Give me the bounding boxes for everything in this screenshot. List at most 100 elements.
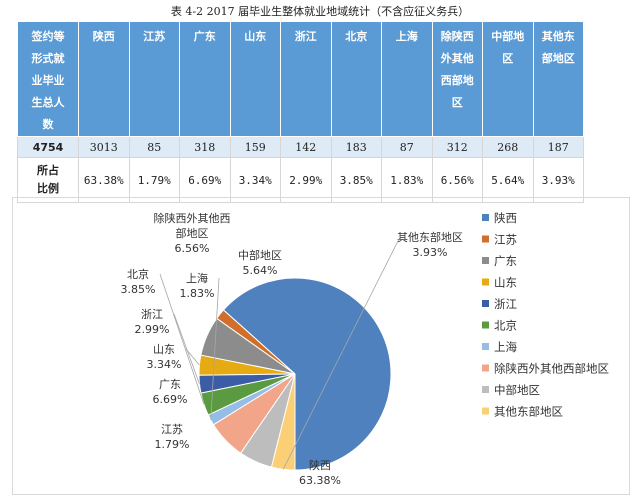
cell-text: 区: [451, 96, 463, 109]
percent-cell: 5.64%: [482, 157, 534, 203]
percent-cell: 2.99%: [280, 157, 332, 203]
legend-swatch: [482, 300, 489, 307]
legend-swatch: [482, 407, 489, 415]
legend-entry: 北京: [494, 319, 517, 333]
legend-entry: 除陕西外其他西部地区: [494, 362, 609, 376]
header-first-cell: 签约等 形式就 业毕业 生总人数: [17, 21, 79, 137]
cell-text: 北京: [345, 30, 368, 43]
total-cell: 4754: [17, 136, 79, 158]
slice-label: 浙江: [141, 308, 163, 321]
region-stats-table: 签约等 形式就 业毕业 生总人数陕西 江苏 广东 山东 浙江 北京 上海 除陕西 外其他 西部地区中部地…: [17, 21, 584, 203]
count-cell: 159: [229, 136, 281, 158]
slice-label: 广东: [159, 378, 181, 391]
cell-text: 比例: [37, 182, 59, 195]
cell-text: 陕西: [92, 30, 115, 43]
legend-swatch: [482, 386, 489, 393]
slice-value-label: 6.69%: [153, 393, 188, 406]
count-cell: 142: [280, 136, 332, 158]
legend-swatch: [482, 257, 489, 264]
slice-label: 部地区: [176, 226, 209, 240]
cell-text: 中部地: [491, 30, 525, 43]
slice-label: 上海: [186, 271, 208, 285]
cell-text: 西部地: [440, 74, 474, 87]
slice-label: 北京: [127, 267, 149, 281]
slice-value-label: 63.38%: [299, 474, 341, 487]
percent-cell: 1.79%: [128, 157, 180, 203]
chart-frame: [12, 197, 630, 495]
cell-text: 生总人: [31, 96, 65, 109]
cell-text: 上海: [395, 30, 418, 43]
count-cell: 183: [330, 136, 382, 158]
percent-label-cell: 所占 比例: [17, 157, 79, 203]
cell-text: 广东: [193, 30, 216, 43]
slice-label: 陕西: [309, 458, 331, 472]
legend-swatch: [482, 278, 489, 286]
percent-cell: 3.93%: [532, 157, 584, 203]
table-header-row: 签约等 形式就 业毕业 生总人数陕西 江苏 广东 山东 浙江 北京 上海 除陕西 外其他 西部地区中部地…: [17, 21, 584, 137]
legend-swatch: [482, 364, 489, 372]
slice-value-label: 3.85%: [121, 283, 156, 296]
slice-value-label: 6.56%: [175, 242, 210, 255]
table-percent-row: 所占 比例 63.38% 1.79% 6.69% 3.34% 2.99% 3.85% 1.83%…: [17, 157, 584, 203]
percent-cell: 1.83%: [381, 157, 433, 203]
count-cell: 85: [128, 136, 180, 158]
percent-cell: 6.56%: [431, 157, 483, 203]
cell-text: 部地区: [541, 52, 575, 65]
header-cell: 山东: [229, 21, 281, 137]
slice-value-label: 3.93%: [413, 246, 448, 259]
slice-value-label: 3.34%: [147, 358, 182, 371]
percent-cell: 3.85%: [330, 157, 382, 203]
header-cell: 广东: [179, 21, 231, 137]
legend-entry: 浙江: [494, 297, 517, 311]
header-cell: 江苏: [128, 21, 180, 137]
count-cell: 318: [179, 136, 231, 158]
legend-entry: 上海: [494, 340, 517, 354]
header-cell: 中部地区: [482, 21, 534, 137]
slice-value-label: 5.64%: [243, 264, 278, 277]
legend-swatch: [482, 214, 489, 221]
count-cell: 187: [532, 136, 584, 158]
pie-chart: 陕西 63.38% 江苏 1.79% 广东 6.69% 山东 3.34% 浙江 2.99% 北京 3.…: [121, 211, 609, 487]
leader-line: [173, 313, 200, 385]
count-cell: 268: [482, 136, 534, 158]
header-cell: 其他东 部地区: [532, 21, 584, 137]
leader-line: [159, 273, 205, 405]
cell-text: 签约等: [31, 30, 65, 43]
cell-text: 所占: [37, 164, 59, 177]
count-cell: 3013: [78, 136, 130, 158]
slice-label: 山东: [153, 343, 175, 356]
leader-line: [282, 236, 401, 470]
slice-label: 江苏: [161, 423, 183, 436]
legend-entry: 其他东部地区: [494, 405, 563, 419]
pie-slice: [222, 277, 392, 471]
slice-label: 其他东部地区: [397, 230, 463, 244]
cell-text: 区: [502, 52, 514, 65]
cell-text: 浙江: [294, 30, 317, 43]
header-cell: 浙江: [280, 21, 332, 137]
slice-value-label: 1.79%: [155, 438, 190, 451]
legend-entry: 江苏: [494, 233, 517, 247]
table-count-row: 4754 3013 85 318 159 142 183 87 312 268 187: [17, 136, 584, 158]
cell-text: 除陕西: [440, 30, 474, 43]
count-cell: 312: [431, 136, 483, 158]
slice-value-label: 1.83%: [180, 287, 215, 300]
cell-text: 数: [42, 118, 54, 131]
leader-line: [185, 348, 200, 366]
pie-slice: [270, 373, 296, 471]
cell-text: 其他东: [541, 30, 575, 43]
legend-swatch: [482, 343, 489, 350]
slice-label: 中部地区: [238, 248, 282, 262]
legend-entry: 陕西: [494, 211, 517, 225]
header-cell: 北京: [330, 21, 382, 137]
percent-cell: 6.69%: [179, 157, 231, 203]
legend-swatch: [482, 321, 489, 329]
cell-text: 江苏: [143, 30, 166, 43]
header-cell: 除陕西 外其他 西部地区: [431, 21, 483, 137]
legend-entry: 山东: [494, 276, 517, 290]
cell-text: 山东: [244, 30, 267, 43]
count-cell: 87: [381, 136, 433, 158]
table-caption: 表 4-2 2017 届毕业生整体就业地域统计（不含应征义务兵）: [170, 5, 470, 18]
slice-label: 除陕西外其他西: [154, 211, 231, 225]
percent-cell: 63.38%: [78, 157, 130, 203]
header-cell: 陕西: [78, 21, 130, 137]
